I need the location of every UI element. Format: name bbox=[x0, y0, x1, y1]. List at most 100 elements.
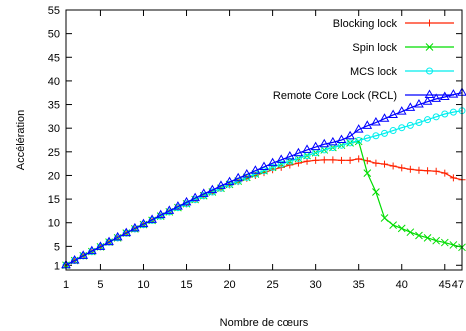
data-point bbox=[449, 108, 457, 116]
data-point bbox=[406, 165, 414, 173]
data-point bbox=[363, 169, 372, 177]
data-point bbox=[363, 134, 371, 142]
data-point bbox=[381, 129, 389, 137]
data-point bbox=[424, 116, 432, 124]
data-point bbox=[414, 99, 424, 108]
data-point bbox=[269, 163, 277, 171]
data-point bbox=[328, 136, 338, 146]
legend-swatch-marker bbox=[425, 43, 434, 51]
data-point bbox=[441, 169, 449, 177]
series-1 bbox=[62, 155, 466, 269]
y-tick-label: 25 bbox=[48, 147, 60, 159]
data-point bbox=[173, 201, 183, 210]
data-point bbox=[286, 157, 294, 165]
data-point bbox=[294, 159, 302, 167]
series-layer bbox=[61, 87, 466, 270]
x-tick-label: 35 bbox=[353, 279, 365, 291]
legend: Blocking lock Spin lock MCS lock Remote Cor… bbox=[273, 18, 454, 102]
data-point bbox=[286, 161, 294, 169]
y-tick-label: 10 bbox=[48, 218, 60, 230]
legend-label: MCS lock bbox=[350, 66, 398, 78]
x-tick-label: 15 bbox=[180, 279, 192, 291]
data-point bbox=[147, 214, 157, 223]
y-tick-label: 5 bbox=[54, 241, 60, 253]
legend-label: Blocking lock bbox=[333, 18, 398, 30]
x-tick-label: 5 bbox=[97, 279, 103, 291]
data-point bbox=[95, 241, 106, 250]
data-point bbox=[259, 161, 269, 170]
y-tick-label: 15 bbox=[48, 194, 60, 206]
data-point bbox=[381, 160, 389, 168]
data-point bbox=[112, 231, 123, 241]
data-point bbox=[233, 172, 244, 182]
data-point bbox=[216, 180, 226, 189]
data-point bbox=[423, 234, 432, 242]
series-4 bbox=[61, 87, 466, 269]
data-point bbox=[372, 159, 380, 167]
data-point bbox=[379, 113, 390, 122]
data-point bbox=[198, 188, 209, 197]
y-tick-label: 50 bbox=[48, 29, 60, 41]
data-point bbox=[441, 110, 449, 118]
data-point bbox=[190, 192, 200, 202]
data-point bbox=[337, 156, 345, 164]
data-point bbox=[405, 102, 416, 111]
data-point bbox=[310, 141, 321, 151]
data-point bbox=[396, 106, 407, 115]
data-point bbox=[449, 174, 457, 182]
data-point bbox=[276, 154, 287, 163]
data-point bbox=[448, 89, 459, 98]
data-point bbox=[250, 165, 261, 174]
data-point bbox=[293, 147, 304, 157]
legend-label: Spin lock bbox=[352, 42, 397, 54]
data-point bbox=[312, 156, 320, 164]
data-point bbox=[302, 144, 312, 153]
data-point bbox=[355, 155, 363, 163]
x-tick-label: 1 bbox=[63, 279, 69, 291]
legend-swatch-marker bbox=[426, 67, 433, 75]
data-point bbox=[345, 130, 355, 140]
data-point bbox=[267, 157, 278, 167]
legend-swatch-marker bbox=[424, 89, 435, 98]
data-point bbox=[371, 117, 381, 126]
data-point bbox=[181, 196, 192, 206]
series-line bbox=[65, 110, 463, 266]
data-point bbox=[389, 127, 397, 135]
x-axis-ticks: 1 5 10 15 20 25 30 35 40 45 47 bbox=[63, 10, 464, 291]
x-tick-label: 10 bbox=[137, 279, 149, 291]
data-point bbox=[155, 209, 166, 219]
data-point bbox=[78, 250, 89, 259]
data-point bbox=[406, 228, 415, 237]
data-point bbox=[277, 160, 285, 168]
x-tick-label: 45 bbox=[439, 279, 451, 291]
data-point bbox=[207, 184, 218, 194]
data-point bbox=[415, 119, 423, 127]
y-tick-label: 1 bbox=[54, 260, 60, 272]
plot-frame bbox=[65, 9, 463, 271]
data-point bbox=[121, 227, 132, 237]
x-axis-title: Nombre de cœurs bbox=[220, 317, 309, 329]
data-point bbox=[389, 162, 397, 170]
data-point bbox=[432, 167, 440, 175]
data-point bbox=[346, 139, 354, 147]
data-point bbox=[422, 96, 433, 105]
data-point bbox=[397, 224, 406, 233]
data-point bbox=[355, 136, 363, 144]
data-point bbox=[432, 113, 440, 121]
x-tick-label: 20 bbox=[223, 279, 235, 291]
data-point bbox=[389, 221, 397, 229]
data-point bbox=[164, 205, 175, 214]
y-tick-label: 35 bbox=[48, 100, 60, 112]
series-2 bbox=[62, 137, 466, 270]
series-line bbox=[65, 140, 463, 266]
y-tick-label: 45 bbox=[48, 52, 60, 64]
data-point bbox=[224, 176, 235, 186]
data-point bbox=[388, 109, 398, 118]
y-tick-label: 40 bbox=[48, 76, 60, 88]
data-point bbox=[372, 132, 380, 140]
data-point bbox=[284, 151, 295, 160]
data-point bbox=[362, 120, 373, 129]
